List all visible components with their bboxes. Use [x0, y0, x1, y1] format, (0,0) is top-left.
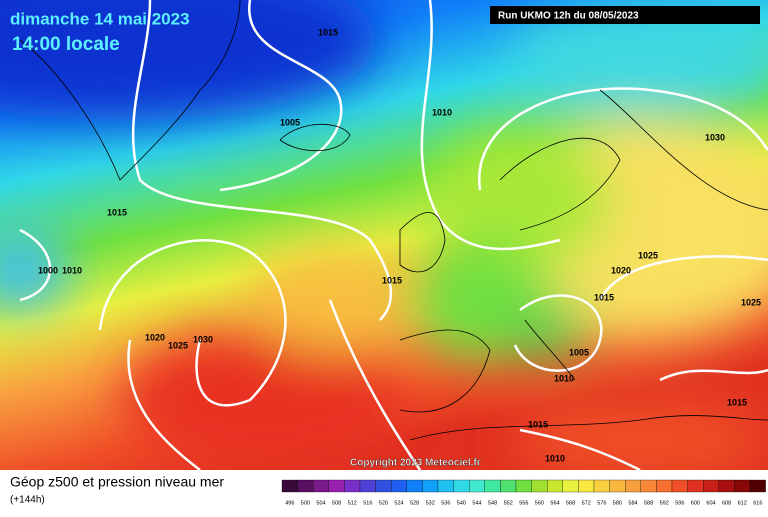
scale-swatch	[500, 479, 517, 493]
scale-label: 600	[691, 500, 700, 506]
scale-label: 604	[706, 500, 715, 506]
scale-swatch	[484, 479, 501, 493]
isobar-label: 1015	[727, 397, 747, 407]
isobar-label: 1015	[382, 275, 402, 285]
date-title: dimanche 14 mai 2023	[10, 9, 190, 28]
isobar-label: 1015	[318, 27, 338, 37]
scale-swatch	[703, 479, 719, 493]
isobar-label: 1020	[145, 332, 165, 342]
run-box	[490, 6, 760, 24]
scale-swatch	[281, 479, 298, 493]
scale-label: 584	[628, 500, 637, 506]
copyright: Copyright 2023 Meteociel.fr	[350, 458, 481, 469]
scale-swatch	[625, 479, 641, 493]
scale-label: 572	[582, 500, 591, 506]
scale-label: 532	[426, 500, 435, 506]
scale-swatch	[391, 479, 407, 493]
isobar-label: 1030	[193, 334, 213, 344]
isobar-lines	[19, 0, 768, 472]
scale-swatch	[640, 479, 657, 493]
scale-label: 496	[285, 500, 294, 506]
scale-label: 528	[410, 500, 419, 506]
scale-swatch	[422, 479, 439, 493]
scale-label: 576	[597, 500, 606, 506]
scale-swatch	[469, 479, 485, 493]
scale-label: 580	[613, 500, 622, 506]
scale-label: 568	[566, 500, 575, 506]
scale-label: 596	[675, 500, 684, 506]
scale-label: 512	[348, 500, 357, 506]
field-blobs	[0, 0, 768, 480]
scale-label: 612	[738, 500, 747, 506]
scale-swatch	[406, 479, 423, 493]
scale-swatch	[375, 479, 392, 493]
scale-label: 540	[457, 500, 466, 506]
scale-label: 516	[363, 500, 372, 506]
scale-swatch	[437, 479, 454, 493]
scale-label: 500	[301, 500, 310, 506]
isobar-label: 1010	[554, 373, 574, 383]
isobar-label: 1010	[432, 107, 452, 117]
isobar-label: 1015	[107, 207, 127, 217]
scale-label: 588	[644, 500, 653, 506]
scale-label: 564	[550, 500, 559, 506]
isobar-label: 1020	[611, 265, 631, 275]
scale-swatch	[718, 479, 735, 493]
scale-label: 560	[535, 500, 544, 506]
scale-label: 556	[519, 500, 528, 506]
color-scale: 496 500 504 508 512 516 520 524 528 532 536 540 544 5…	[281, 479, 766, 506]
scale-swatch	[671, 479, 688, 493]
scale-label: 548	[488, 500, 497, 506]
scale-label: 592	[660, 500, 669, 506]
scale-swatch	[313, 479, 329, 493]
isobar-label: 1025	[741, 297, 761, 307]
scale-label: 524	[394, 500, 403, 506]
isobar-label: 1000	[38, 265, 58, 275]
scale-swatch	[547, 479, 563, 493]
isobar-label: 1005	[569, 347, 589, 357]
scale-swatch	[562, 479, 579, 493]
scale-label: 544	[472, 500, 481, 506]
time-label: 14:00 locale	[12, 34, 120, 55]
isobar-label: 1025	[168, 340, 188, 350]
scale-swatch	[531, 479, 548, 493]
scale-label: 536	[441, 500, 450, 506]
scale-swatch	[593, 479, 610, 493]
scale-swatch	[578, 479, 595, 493]
scale-swatch	[734, 479, 751, 493]
scale-swatch	[359, 479, 376, 493]
scale-swatch	[453, 479, 470, 493]
scale-swatch	[687, 479, 704, 493]
scale-label: 616	[753, 500, 762, 506]
scale-label: 552	[504, 500, 513, 506]
isobar-label: 1030	[705, 132, 725, 142]
scale-label: 504	[316, 500, 325, 506]
scale-swatch	[344, 479, 361, 493]
isobar-label: 1015	[528, 419, 548, 429]
scale-swatch	[297, 479, 314, 493]
isobar-label: 1010	[545, 453, 565, 463]
scale-swatch	[609, 479, 626, 493]
legend-title: Géop z500 et pression niveau mer	[10, 474, 224, 490]
run-label: Run UKMO 12h du 08/05/2023	[498, 11, 639, 22]
isobar-label: 1015	[594, 292, 614, 302]
scale-swatch	[515, 479, 532, 493]
legend-lead: (+144h)	[10, 495, 45, 506]
scale-label: 608	[722, 500, 731, 506]
coastlines	[19, 0, 768, 441]
isobar-label: 1010	[62, 265, 82, 275]
scale-label: 520	[379, 500, 388, 506]
scale-swatch	[749, 479, 766, 493]
scale-label: 508	[332, 500, 341, 506]
scale-swatch	[328, 479, 345, 493]
scale-swatch	[656, 479, 673, 493]
isobar-label: 1005	[280, 117, 300, 127]
isobar-label: 1025	[638, 250, 658, 260]
